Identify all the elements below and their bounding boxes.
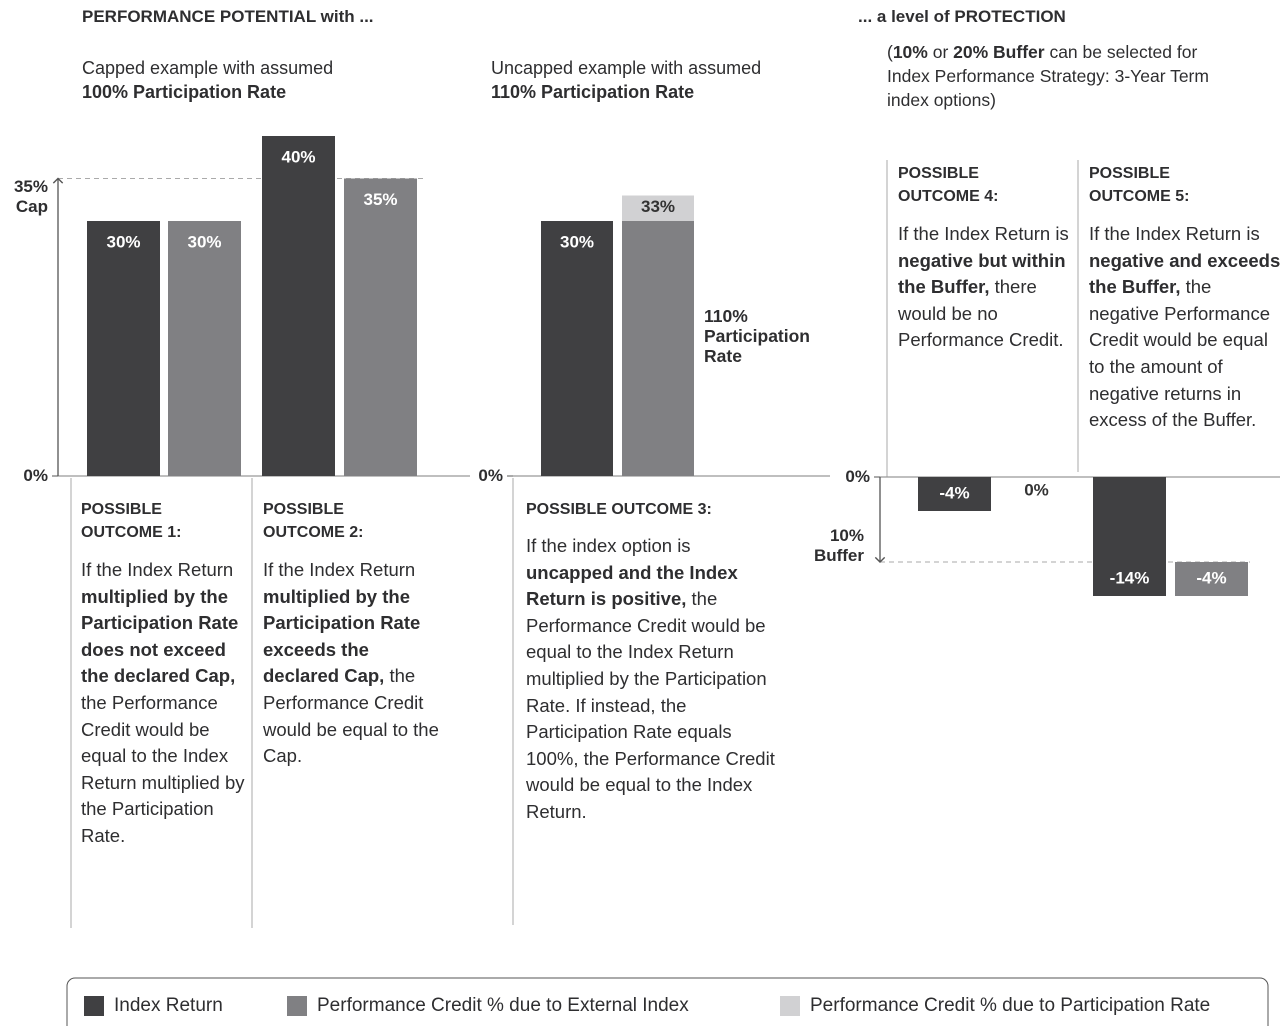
text-run: can be selected for Index Performance St… <box>887 42 1209 110</box>
legend-swatch <box>84 996 104 1016</box>
outcome-title: POSSIBLE OUTCOME 3: <box>526 501 712 518</box>
bar <box>168 221 241 476</box>
value-label: -14% <box>1110 568 1150 587</box>
legend-box <box>66 977 1269 1026</box>
y-tick-label: 0% <box>845 467 870 486</box>
protection-note: (10% or 20% Buffer can be selected for I… <box>887 40 1232 112</box>
y-tick-label: 0% <box>23 466 48 485</box>
value-label: 40% <box>281 147 315 166</box>
text-run: multiplied by the Participation Rate exc… <box>263 585 421 687</box>
text-run: or <box>927 42 954 62</box>
value-label: 30% <box>106 232 140 251</box>
outcome-text: If the Index Return multiplied by the Pa… <box>81 557 246 850</box>
y-tick-label: 0% <box>478 466 503 485</box>
legend-swatch <box>287 996 307 1016</box>
text-run: there would be no Performance Credit. <box>898 276 1064 351</box>
value-label: -4% <box>1196 568 1226 587</box>
bar <box>541 221 613 476</box>
bar <box>344 178 417 476</box>
outcome-title: POSSIBLE OUTCOME 5: <box>1089 165 1190 205</box>
text-run: the negative Performance Credit would be… <box>1089 276 1270 431</box>
value-label: 35% <box>363 190 397 209</box>
legend-swatch <box>780 996 800 1016</box>
subtitle: Capped example with assumed 100% Partici… <box>82 56 333 104</box>
subtitle: Uncapped example with assumed 110% Parti… <box>491 56 761 104</box>
subtitle-line: 100% Participation Rate <box>82 82 287 102</box>
outcome-title: POSSIBLE OUTCOME 2: <box>263 501 364 541</box>
outcome-title: POSSIBLE OUTCOME 1: <box>81 501 182 541</box>
text-run: uncapped and the Index Return is positiv… <box>526 561 738 610</box>
text-run: 10% <box>892 42 928 62</box>
bar <box>87 221 160 476</box>
text-run: the Performance Credit would be equal to… <box>526 588 775 822</box>
text-run: If the index option is <box>526 535 691 556</box>
outcome-text: If the index option is uncapped and the … <box>526 533 776 826</box>
subtitle-line: Capped example with assumed <box>82 58 334 78</box>
outcome-text: If the Index Return multiplied by the Pa… <box>263 557 441 770</box>
stack-label: 33% <box>641 197 675 216</box>
tick-value: 10% <box>829 526 864 545</box>
y-tick-label: 35% Cap <box>14 177 48 217</box>
heading: PERFORMANCE POTENTIAL with ... <box>82 7 374 26</box>
subtitle-line: Uncapped example with assumed <box>491 58 762 78</box>
outcome-text: If the Index Return is negative and exce… <box>1089 221 1284 434</box>
bar <box>1093 477 1166 596</box>
bar <box>918 477 991 511</box>
y-tick-label: 10% Buffer <box>814 526 864 566</box>
tick-value: 35% <box>13 176 48 196</box>
legend-label: Index Return <box>114 995 223 1016</box>
text-run: negative but within the Buffer, <box>898 249 1066 298</box>
text-run: multiplied by the Participation Rate doe… <box>81 585 239 687</box>
tick-note: Cap <box>15 196 48 216</box>
text-run: If the Index Return is <box>898 223 1069 244</box>
text-run: If the Index Return <box>81 559 234 580</box>
text-run: the Performance Credit would be equal to… <box>81 691 245 846</box>
text-run: If the Index Return <box>263 559 416 580</box>
heading: ... a level of PROTECTION <box>858 7 1066 26</box>
tick-note: Buffer <box>813 546 864 565</box>
value-label: -4% <box>939 483 969 502</box>
text-run: negative and exceeds the Buffer, <box>1089 249 1281 298</box>
value-label: 30% <box>560 232 594 251</box>
legend-label: Performance Credit % due to Participatio… <box>810 995 1211 1016</box>
annotation: 110% Participation Rate <box>704 306 810 366</box>
text-run: ( <box>887 42 893 62</box>
text-run: If the Index Return is <box>1089 223 1260 244</box>
outcome-title: POSSIBLE OUTCOME 4: <box>898 165 999 205</box>
text-run: 20% Buffer <box>953 42 1045 62</box>
text-run: the Performance Credit would be equal to… <box>263 665 439 767</box>
outcome-text: If the Index Return is negative but with… <box>898 221 1074 354</box>
subtitle-line: 110% Participation Rate <box>491 82 695 102</box>
bar <box>622 221 694 476</box>
bar <box>262 136 335 476</box>
bar <box>622 195 694 221</box>
value-label: 30% <box>187 232 221 251</box>
bar <box>1175 562 1248 596</box>
legend-label: Performance Credit % due to External Ind… <box>317 995 689 1016</box>
value-label: 0% <box>1024 480 1049 499</box>
